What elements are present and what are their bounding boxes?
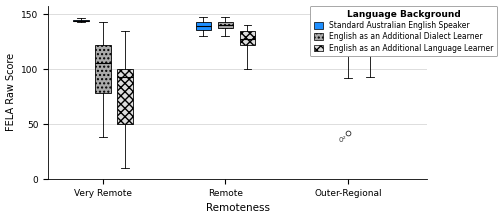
PathPatch shape: [318, 26, 334, 41]
PathPatch shape: [196, 22, 212, 30]
PathPatch shape: [362, 42, 378, 53]
Y-axis label: FELA Raw Score: FELA Raw Score: [6, 53, 16, 131]
PathPatch shape: [218, 22, 234, 28]
PathPatch shape: [340, 43, 356, 53]
PathPatch shape: [73, 20, 89, 21]
Text: o²: o²: [339, 135, 347, 144]
PathPatch shape: [240, 31, 256, 45]
PathPatch shape: [95, 45, 111, 94]
X-axis label: Remoteness: Remoteness: [206, 203, 270, 214]
Legend: Standard Australian English Speaker, English as an Additional Dialect Learner, E: Standard Australian English Speaker, Eng…: [310, 6, 497, 57]
PathPatch shape: [117, 69, 133, 124]
